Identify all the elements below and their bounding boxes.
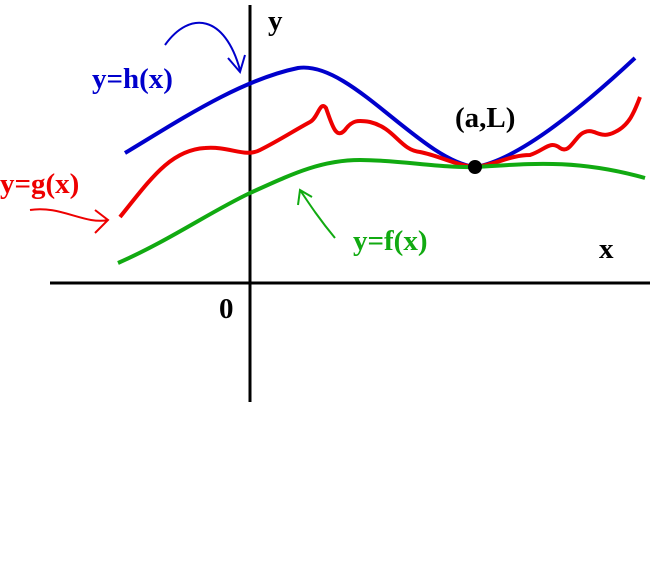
arrow-h bbox=[164, 21, 246, 75]
f-label: y=f(x) bbox=[353, 225, 428, 257]
curve-f bbox=[117, 157, 646, 265]
y-axis-label: y bbox=[268, 5, 283, 37]
limit-point bbox=[468, 160, 482, 174]
origin-label: 0 bbox=[219, 293, 234, 325]
x-axis-label: x bbox=[599, 233, 614, 265]
g-label: y=g(x) bbox=[0, 168, 79, 200]
curve-g bbox=[118, 96, 642, 219]
arrow-f bbox=[297, 188, 336, 239]
point-label: (a,L) bbox=[455, 102, 515, 134]
h-label: y=h(x) bbox=[92, 63, 173, 95]
arrow-g bbox=[29, 208, 110, 234]
curve-h bbox=[123, 56, 637, 170]
